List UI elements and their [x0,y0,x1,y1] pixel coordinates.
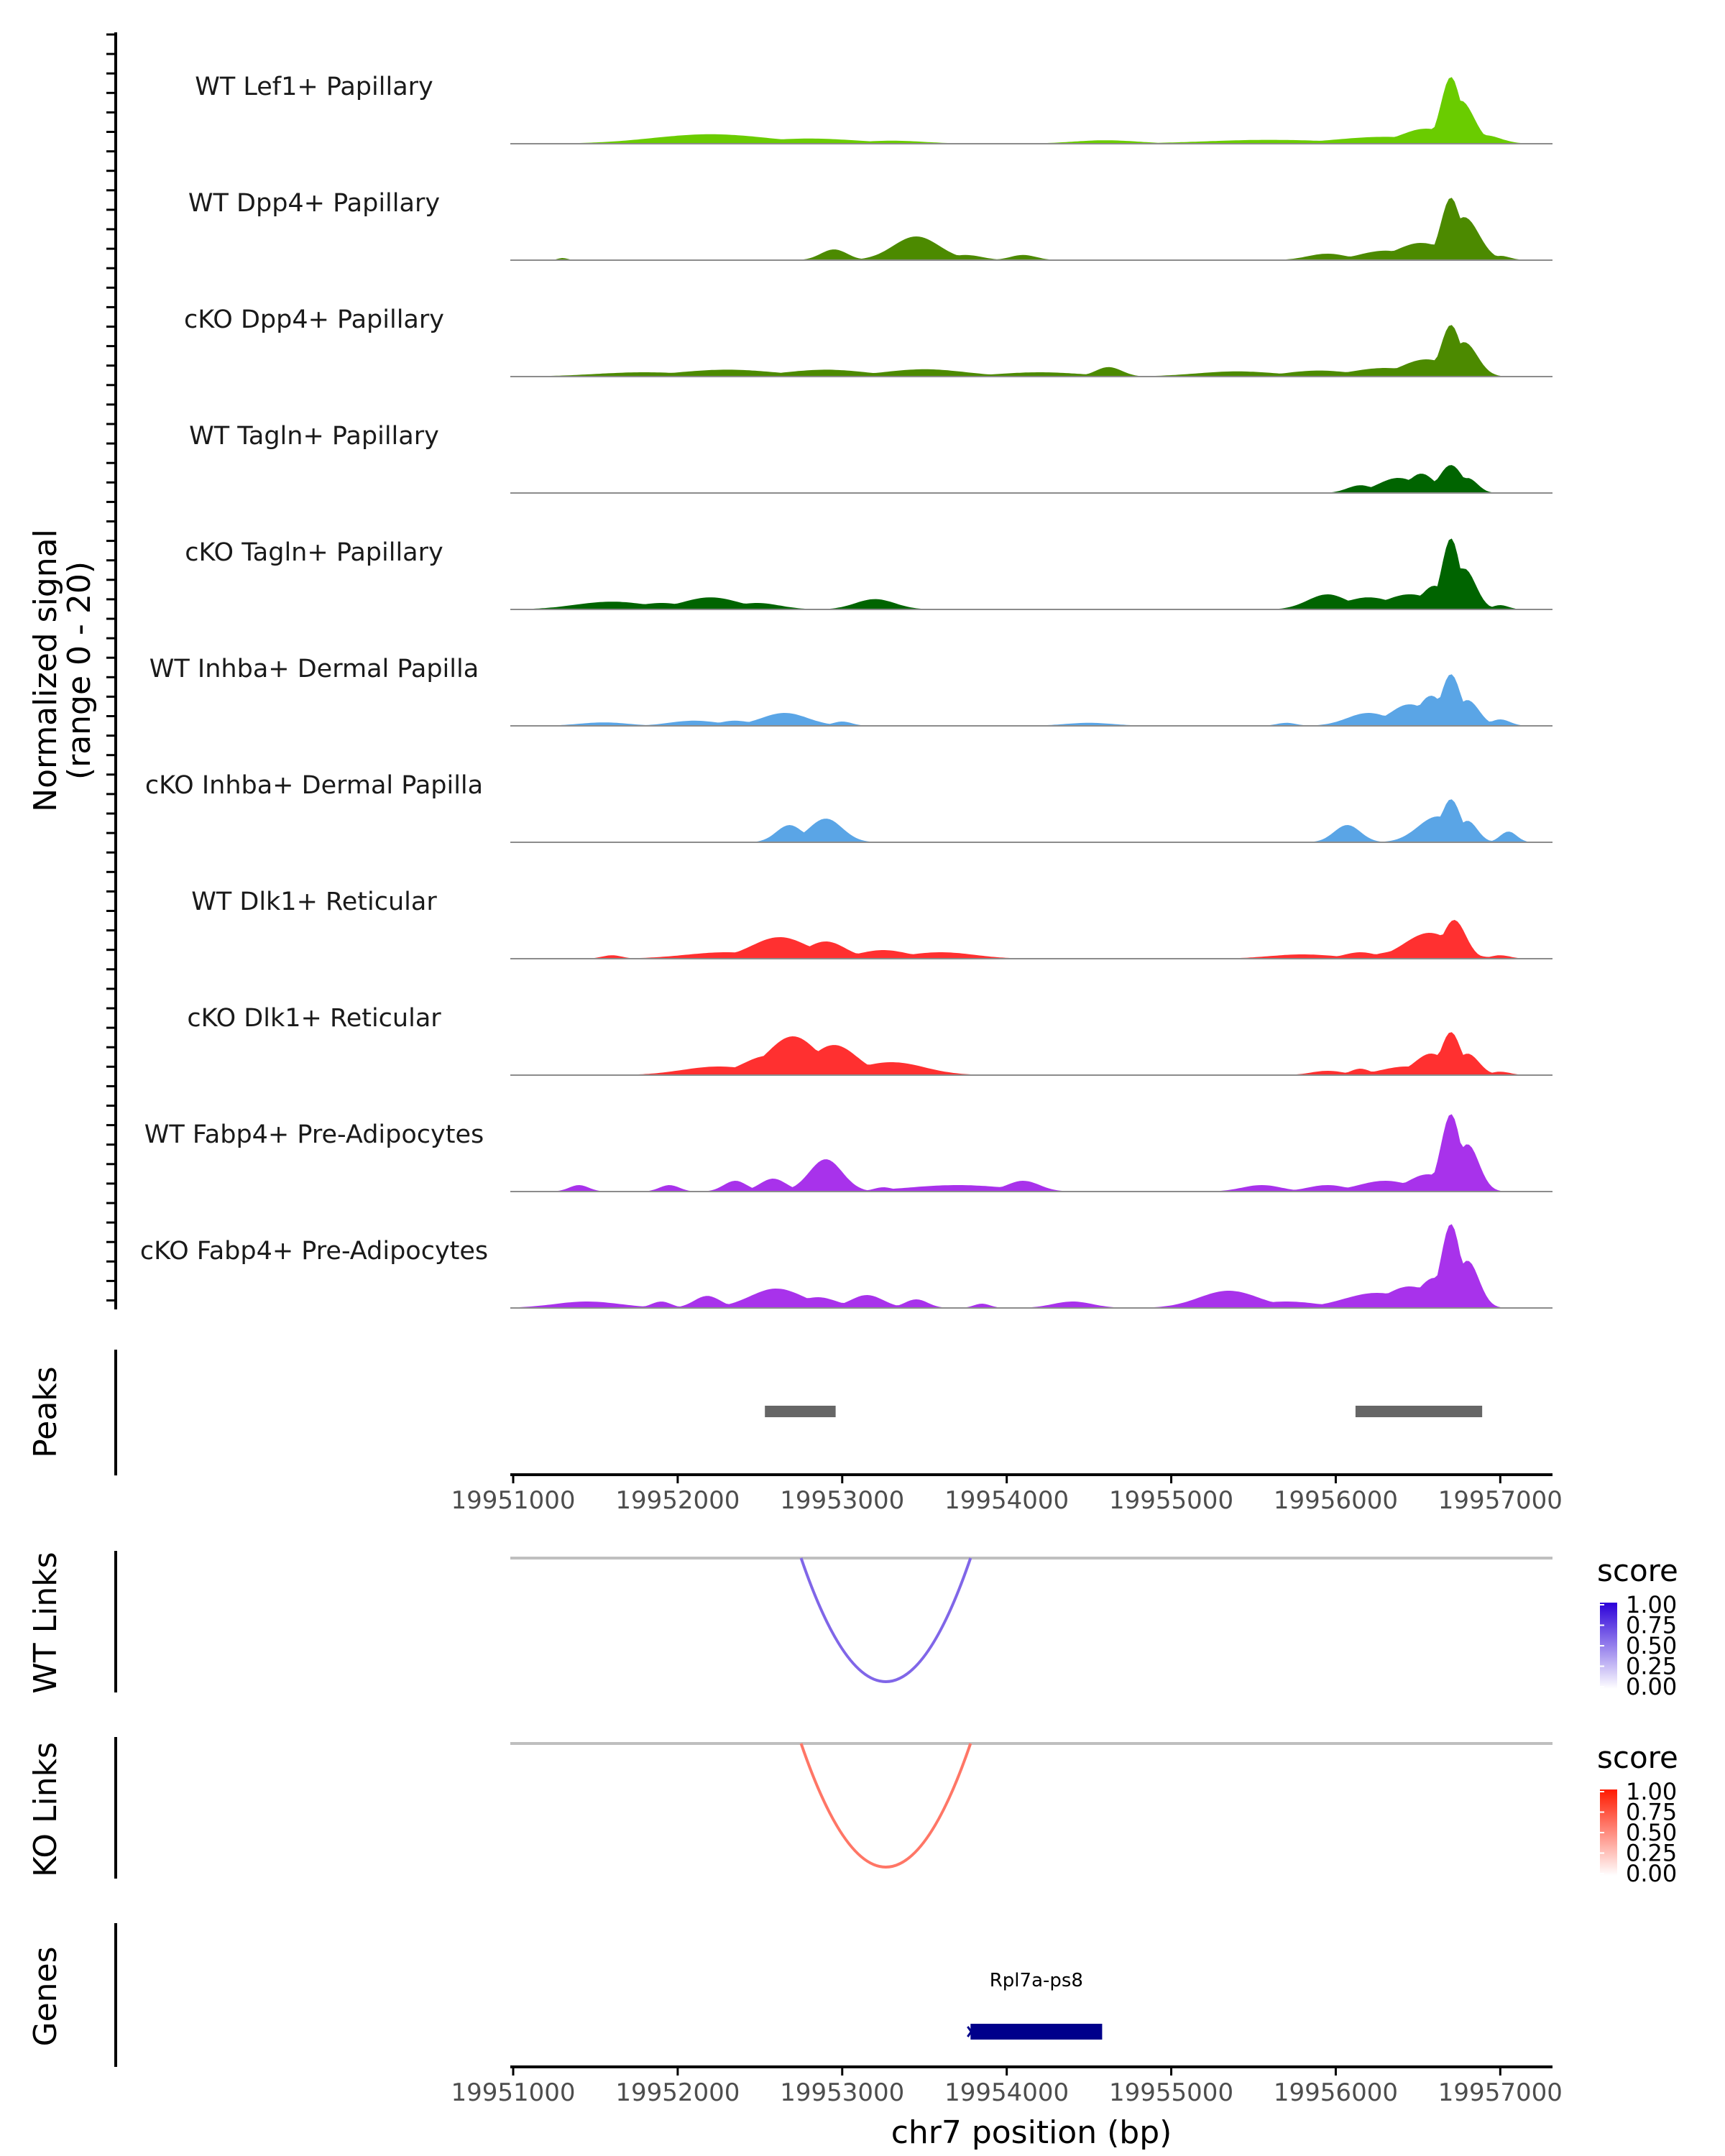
x-axis-top-ticks: 19951000 19952000 19953000 19954000 19955000… [451,1475,1563,1515]
gene-body [970,2024,1103,2040]
ko-links-track: KO Links score 1.000.750.500.250.00 [27,1737,1678,1887]
x-top-tick-label: 19954000 [944,1486,1069,1515]
ko-legend-ticks: 1.000.750.500.250.00 [1600,1778,1677,1887]
x-top-tick-label: 19957000 [1438,1486,1563,1515]
track-label: cKO Dpp4+ Papillary [184,305,444,334]
coverage-track: cKO Dpp4+ Papillary [184,305,1552,377]
gene-models: Rpl7a-ps8 [967,1970,1103,2040]
x-bottom-tick-label: 19951000 [451,2078,575,2107]
x-axis-bottom-ticks: 19951000 19952000 19953000 19954000 19955000… [451,2067,1563,2107]
coverage-track: WT Fabp4+ Pre-Adipocytes [144,1114,1552,1192]
x-axis-title: chr7 position (bp) [891,2114,1172,2151]
gene-label: Rpl7a-ps8 [990,1970,1083,1991]
coverage-area [513,325,1550,377]
track-label: cKO Tagln+ Papillary [185,538,443,567]
coverage-track: cKO Fabp4+ Pre-Adipocytes [140,1224,1552,1309]
coverage-area [513,674,1550,726]
coverage-y-axis: Normalized signal (range 0 - 20) [27,32,117,1309]
x-bottom-tick-label: 19955000 [1109,2078,1233,2107]
coverage-area [513,77,1550,144]
coverage-area [513,920,1550,959]
wt-legend-title: score [1597,1553,1678,1588]
coverage-track: WT Inhba+ Dermal Papilla [150,655,1552,727]
legend-tick-label: 0.75 [1626,1799,1677,1826]
x-bottom-tick-label: 19952000 [615,2078,740,2107]
legend-tick-label: 0.75 [1626,1612,1677,1639]
peak-region [765,1406,836,1417]
coverage-area [513,465,1550,493]
track-label: cKO Dlk1+ Reticular [187,1004,441,1033]
track-label: WT Dlk1+ Reticular [191,888,437,916]
x-top-tick-label: 19952000 [615,1486,740,1515]
x-bottom-tick-label: 19956000 [1274,2078,1398,2107]
coverage-y-ticks [106,33,116,1302]
x-bottom-tick-label: 19957000 [1438,2078,1563,2107]
legend-tick-label: 0.25 [1626,1653,1677,1680]
x-axis-top: 19951000 19952000 19953000 19954000 19955000… [451,1473,1563,1515]
coverage-area [513,198,1550,260]
coverage-track: cKO Dlk1+ Reticular [187,1004,1552,1076]
track-label: cKO Fabp4+ Pre-Adipocytes [140,1237,488,1266]
legend-tick-label: 0.50 [1626,1819,1677,1846]
wt-legend-ticks: 1.000.750.500.250.00 [1600,1591,1677,1700]
legend-tick-label: 0.25 [1626,1840,1677,1867]
coverage-tracks: WT Lef1+ Papillary WT Dpp4+ Papillary cKO … [140,73,1552,1309]
peaks-track: Peaks [27,1350,1483,1475]
peak-region [1355,1406,1483,1417]
track-label: WT Dpp4+ Papillary [188,189,440,218]
coverage-track: WT Lef1+ Papillary [195,73,1552,144]
coverage-track: WT Tagln+ Papillary [189,422,1552,494]
coverage-area [513,1032,1550,1075]
peak-regions [765,1406,1483,1417]
peaks-label: Peaks [27,1366,64,1457]
y-axis-title: Normalized signal [27,529,64,812]
coverage-track: cKO Tagln+ Papillary [185,538,1552,610]
wt-links-label: WT Links [27,1552,64,1693]
track-label: WT Inhba+ Dermal Papilla [150,655,479,683]
y-axis-range: (range 0 - 20) [61,561,98,780]
x-axis-bottom: 19951000 19952000 19953000 19954000 19955000… [451,2065,1563,2151]
legend-tick-label: 1.00 [1626,1591,1677,1618]
wt-links-track: WT Links score 1.000.750.500.250.00 [27,1551,1678,1700]
x-top-tick-label: 19951000 [451,1486,575,1515]
coverage-area [513,1224,1550,1308]
ko-legend-title: score [1597,1740,1678,1775]
legend-tick-label: 1.00 [1626,1778,1677,1805]
track-label: WT Lef1+ Papillary [195,73,433,101]
x-top-tick-label: 19955000 [1109,1486,1233,1515]
coverage-track: WT Dpp4+ Papillary [188,189,1552,261]
legend-tick-label: 0.50 [1626,1632,1677,1659]
coverage-track: WT Dlk1+ Reticular [191,888,1552,959]
x-bottom-tick-label: 19953000 [780,2078,904,2107]
genes-track: Genes Rpl7a-ps8 [27,1923,1103,2067]
coverage-area [513,799,1550,842]
x-top-tick-label: 19953000 [780,1486,904,1515]
x-top-tick-label: 19956000 [1274,1486,1398,1515]
wt-link-arc [799,1557,972,1683]
legend-tick-label: 0.00 [1626,1860,1677,1887]
x-bottom-tick-label: 19954000 [944,2078,1069,2107]
ko-links-label: KO Links [27,1742,64,1877]
coverage-area [513,538,1550,609]
genes-label: Genes [27,1946,64,2046]
ko-score-legend: score 1.000.750.500.250.00 [1597,1740,1678,1887]
legend-tick-label: 0.00 [1626,1673,1677,1700]
gene-strand-marker [967,2026,976,2037]
coverage-track: cKO Inhba+ Dermal Papilla [145,771,1552,843]
ko-link-arc [799,1743,972,1869]
wt-score-legend: score 1.000.750.500.250.00 [1597,1553,1678,1700]
track-label: WT Tagln+ Papillary [189,422,439,451]
coverage-area [513,1114,1550,1192]
track-label: WT Fabp4+ Pre-Adipocytes [144,1120,484,1149]
track-label: cKO Inhba+ Dermal Papilla [145,771,483,800]
